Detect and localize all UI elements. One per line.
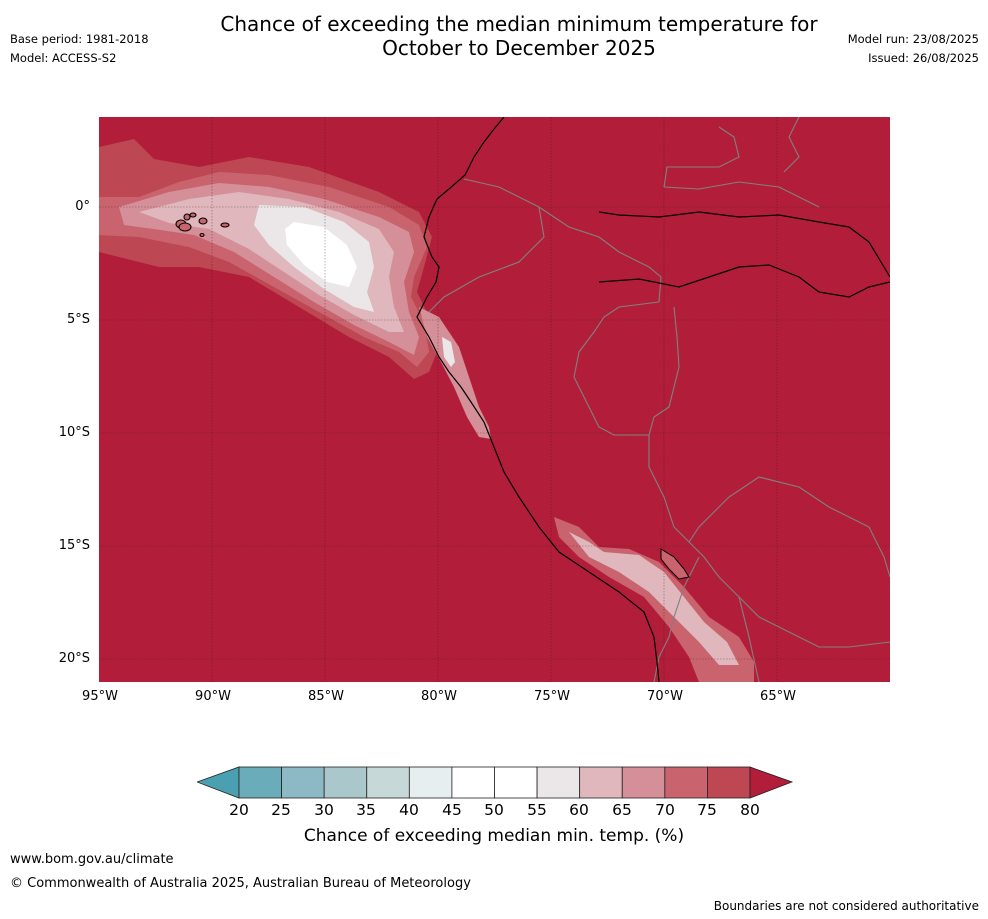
lat-label-5s: 5°S bbox=[66, 312, 90, 327]
colorbar-tick: 80 bbox=[740, 801, 760, 819]
colorbar-cell bbox=[621, 766, 666, 799]
colorbar-tick: 35 bbox=[356, 801, 376, 819]
forecast-map bbox=[99, 117, 890, 682]
map-title: Chance of exceeding the median minimum t… bbox=[0, 12, 988, 60]
colorbar-tick: 40 bbox=[399, 801, 419, 819]
colorbar-cell bbox=[494, 766, 538, 799]
colorbar-cell bbox=[366, 766, 410, 799]
contour-50 bbox=[285, 222, 357, 287]
lat-label-20s: 20°S bbox=[58, 651, 90, 666]
lon-label-85w: 85°W bbox=[308, 689, 344, 704]
lat-label-10s: 10°S bbox=[58, 425, 90, 440]
country-borders bbox=[428, 117, 890, 682]
title-line-1: Chance of exceeding the median minimum t… bbox=[220, 12, 818, 36]
colorbar-cell bbox=[536, 766, 581, 799]
galapagos-islands bbox=[175, 212, 230, 238]
lon-label-70w: 70°W bbox=[647, 689, 683, 704]
colorbar-tick: 30 bbox=[314, 801, 334, 819]
colorbar-tick: 45 bbox=[442, 801, 462, 819]
lat-label-15s: 15°S bbox=[58, 538, 90, 553]
colorbar-under-arrow bbox=[197, 766, 240, 799]
lake-titicaca bbox=[660, 548, 690, 580]
colorbar-tick: 25 bbox=[271, 801, 291, 819]
colorbar-cell bbox=[707, 766, 751, 799]
footer-url: www.bom.gov.au/climate bbox=[10, 852, 174, 867]
contour-south-60 bbox=[569, 532, 739, 665]
colorbar-cell bbox=[664, 766, 708, 799]
footer-copyright: © Commonwealth of Australia 2025, Austra… bbox=[10, 876, 471, 891]
base-period: Base period: 1981-2018 bbox=[10, 32, 149, 46]
footer-disclaimer: Boundaries are not considered authoritat… bbox=[713, 899, 979, 913]
colorbar-tick: 50 bbox=[484, 801, 504, 819]
title-line-2: October to December 2025 bbox=[382, 36, 656, 60]
colorbar-tick: 20 bbox=[229, 801, 249, 819]
contour-coast-55 bbox=[442, 337, 455, 367]
graticule bbox=[99, 117, 890, 682]
model-run: Model run: 23/08/2025 bbox=[847, 32, 979, 46]
lat-label-0: 0° bbox=[75, 199, 90, 214]
colorbar-cell bbox=[323, 766, 368, 799]
model-name: Model: ACCESS-S2 bbox=[10, 51, 117, 65]
colorbar-tick: 70 bbox=[655, 801, 675, 819]
colorbar-cell bbox=[238, 766, 282, 799]
colorbar-cells bbox=[238, 766, 751, 799]
issued-date: Issued: 26/08/2025 bbox=[868, 51, 979, 65]
colorbar-tick: 65 bbox=[612, 801, 632, 819]
coastlines bbox=[416, 117, 890, 682]
lon-label-80w: 80°W bbox=[421, 689, 457, 704]
colorbar-tick: 75 bbox=[697, 801, 717, 819]
colorbar-tick: 60 bbox=[569, 801, 589, 819]
lon-label-75w: 75°W bbox=[534, 689, 570, 704]
colorbar-cell bbox=[408, 766, 453, 799]
colorbar-label: Chance of exceeding median min. temp. (%… bbox=[303, 826, 685, 846]
lon-label-95w: 95°W bbox=[82, 689, 118, 704]
colorbar-cell bbox=[281, 766, 325, 799]
lon-label-65w: 65°W bbox=[760, 689, 796, 704]
colorbar-cell bbox=[451, 766, 495, 799]
colorbar-over-arrow bbox=[749, 766, 793, 799]
colorbar bbox=[197, 766, 793, 799]
colorbar-cell bbox=[579, 766, 623, 799]
colorbar-tick: 55 bbox=[527, 801, 547, 819]
lon-label-90w: 90°W bbox=[195, 689, 231, 704]
